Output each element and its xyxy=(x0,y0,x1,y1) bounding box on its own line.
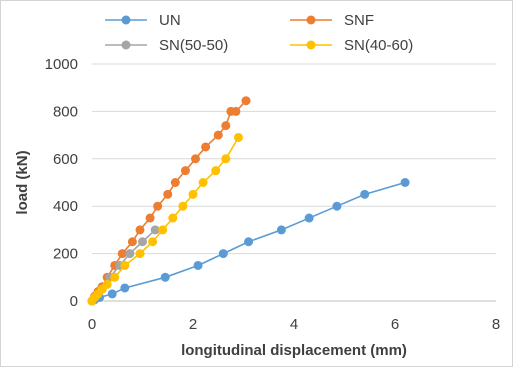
legend-item: SN(40-60) xyxy=(290,37,413,54)
legend-item: SNF xyxy=(290,12,374,29)
data-point xyxy=(127,237,137,247)
data-point xyxy=(201,142,211,152)
data-point xyxy=(107,289,117,299)
legend-marker xyxy=(306,15,316,25)
data-point xyxy=(193,260,203,270)
legend-marker xyxy=(121,40,131,50)
data-point xyxy=(233,132,243,142)
data-point xyxy=(221,154,231,164)
data-point xyxy=(180,166,190,176)
legend-marker xyxy=(121,15,131,25)
data-point xyxy=(276,225,286,235)
data-point xyxy=(213,130,223,140)
data-point xyxy=(160,272,170,282)
legend-marker xyxy=(306,40,316,50)
data-point xyxy=(120,260,130,270)
x-tick-label: 0 xyxy=(88,316,96,333)
y-tick-label: 800 xyxy=(53,103,78,120)
legend-item: SN(50-50) xyxy=(105,37,228,54)
series-SN(40-60) xyxy=(87,132,243,306)
data-point xyxy=(244,237,254,247)
legend-label: SN(40-60) xyxy=(344,37,413,54)
data-point xyxy=(102,279,112,289)
data-point xyxy=(231,106,241,116)
legend-item: UN xyxy=(105,12,181,29)
y-tick-label: 600 xyxy=(53,151,78,168)
x-axis-title: longitudinal displacement (mm) xyxy=(181,342,407,359)
data-point xyxy=(332,201,342,211)
data-point xyxy=(120,283,130,293)
tick-labels: 0 200 400 600 800 1000 0 2 4 6 8 xyxy=(45,56,501,333)
data-point xyxy=(150,225,160,235)
data-point xyxy=(168,213,178,223)
y-tick-label: 200 xyxy=(53,246,78,263)
y-tick-label: 1000 xyxy=(45,56,78,73)
legend: UN SNF SN(50-50) SN(40-60) xyxy=(105,12,413,54)
data-point xyxy=(170,178,180,187)
legend-label: UN xyxy=(159,12,181,29)
data-point xyxy=(198,178,208,187)
x-tick-label: 6 xyxy=(391,316,399,333)
data-point xyxy=(218,249,228,259)
series-layer xyxy=(87,96,410,306)
data-point xyxy=(221,121,231,131)
x-tick-label: 2 xyxy=(189,316,197,333)
data-point xyxy=(191,154,201,164)
data-point xyxy=(188,189,198,199)
data-point xyxy=(135,225,145,235)
data-point xyxy=(400,178,410,187)
y-axis-title: load (kN) xyxy=(14,150,31,214)
y-tick-label: 400 xyxy=(53,198,78,215)
data-point xyxy=(117,249,127,259)
data-point xyxy=(138,237,147,247)
legend-label: SNF xyxy=(344,12,374,29)
y-tick-label: 0 xyxy=(70,293,78,310)
data-point xyxy=(360,189,370,199)
data-point xyxy=(178,201,188,211)
legend-label: SN(50-50) xyxy=(159,37,228,54)
data-point xyxy=(110,272,120,282)
data-point xyxy=(148,237,158,247)
data-point xyxy=(304,213,314,223)
data-point xyxy=(158,225,168,235)
x-tick-label: 8 xyxy=(492,316,500,333)
x-tick-label: 4 xyxy=(290,316,298,333)
data-point xyxy=(211,166,221,176)
data-point xyxy=(145,213,155,223)
data-point xyxy=(241,96,251,106)
data-point xyxy=(163,189,173,199)
data-point xyxy=(125,249,135,259)
data-point xyxy=(135,249,145,259)
data-point xyxy=(153,201,163,211)
